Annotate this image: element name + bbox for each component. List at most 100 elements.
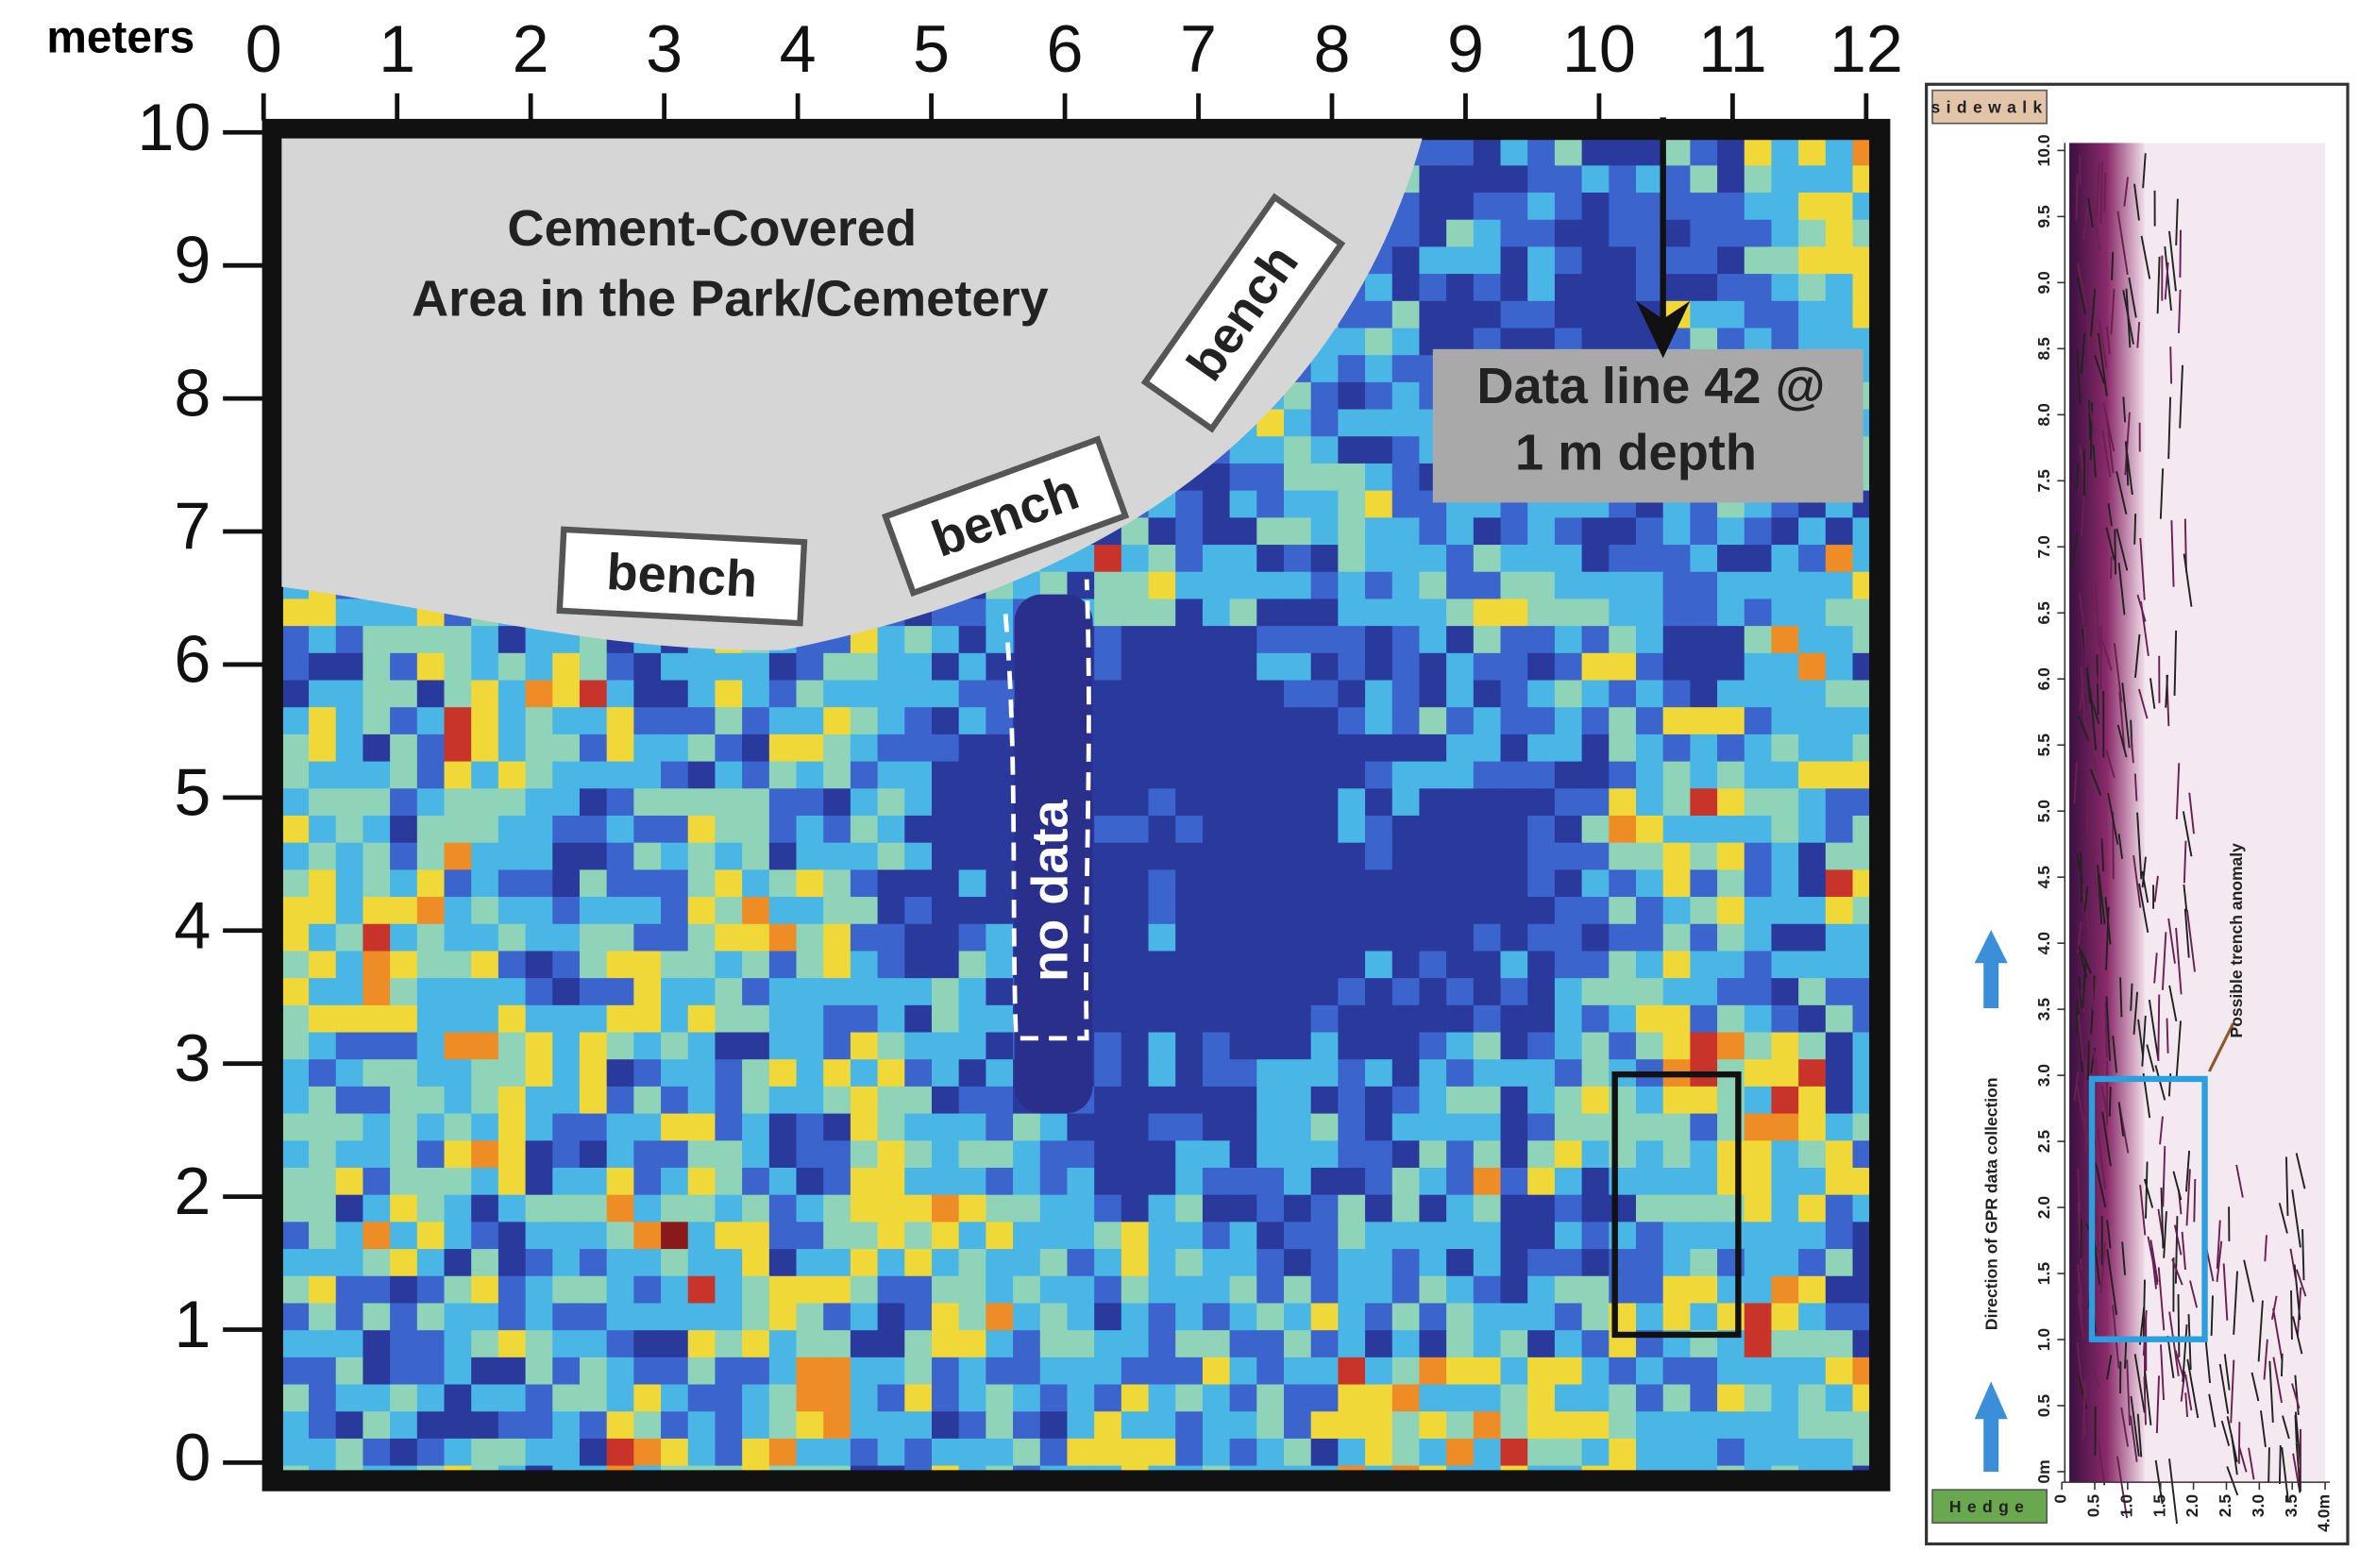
heat-cell (1771, 707, 1799, 735)
heat-cell (1798, 923, 1827, 953)
heat-cell (1825, 138, 1854, 167)
heat-cell (1310, 1167, 1340, 1196)
heat-cell (1229, 815, 1258, 844)
heat-cell (1609, 788, 1637, 817)
heat-cell (1121, 707, 1150, 735)
reflection (2082, 206, 2089, 241)
reflection (2292, 1453, 2301, 1493)
heat-cell (986, 869, 1014, 898)
heat-cell (742, 1357, 770, 1386)
heat-cell (1283, 869, 1312, 898)
heat-cell (525, 1004, 554, 1034)
heat-cell (606, 1275, 635, 1305)
heat-cell (1527, 1113, 1556, 1142)
heat-cell (823, 1222, 851, 1250)
heat-cell (471, 1222, 499, 1250)
target-box (1611, 1071, 1742, 1339)
heat-cell (1148, 1222, 1177, 1250)
heat-cell (1500, 652, 1529, 682)
heat-cell (931, 733, 960, 763)
heat-cell (281, 1411, 310, 1440)
heat-cell (1446, 733, 1475, 763)
heat-cell (1581, 842, 1610, 871)
heat-cell (661, 978, 689, 1006)
reflection (2281, 1446, 2290, 1503)
heat-cell (1067, 1194, 1095, 1223)
heat-cell (309, 815, 337, 844)
heat-cell (1662, 733, 1692, 763)
heat-cell (904, 652, 933, 682)
heat-cell (390, 1086, 418, 1115)
heat-cell (362, 1194, 391, 1223)
bench-box (1140, 193, 1346, 433)
heat-cell (1202, 1167, 1231, 1196)
heat-cell (1500, 1086, 1529, 1115)
heat-cell (281, 869, 310, 898)
heat-cell (1365, 490, 1393, 519)
heat-cell (823, 788, 851, 817)
reflection (2110, 288, 2116, 335)
heat-cell (497, 626, 527, 654)
heat-cell (552, 652, 581, 682)
heat-cell (1067, 571, 1095, 600)
heat-cell (1500, 733, 1529, 763)
heat-cell (1121, 761, 1150, 790)
heat-cell (1446, 1032, 1475, 1061)
heat-cell (796, 788, 825, 817)
heat-cell (1310, 1411, 1340, 1440)
heat-cell (1744, 545, 1773, 573)
heat-cell (1581, 219, 1610, 248)
heat-cell (1825, 815, 1854, 844)
heat-cell (1419, 1465, 1447, 1472)
heat-cell (687, 1465, 716, 1472)
heat-cell (1283, 761, 1312, 790)
heat-cell (390, 897, 418, 925)
heat-cell (1121, 1303, 1150, 1331)
heat-cell (1554, 300, 1583, 329)
heat-cell (742, 869, 770, 898)
reflection (2182, 811, 2193, 857)
heat-cell (281, 951, 310, 979)
reflection (2268, 1360, 2274, 1424)
heat-cell (687, 815, 716, 844)
heat-cell (850, 1032, 879, 1061)
heat-cell (1852, 1411, 1871, 1440)
heat-cell (1500, 1113, 1529, 1142)
heat-cell (1825, 1194, 1854, 1223)
heat-cell (1338, 815, 1366, 844)
heat-cell (471, 1303, 499, 1331)
heat-cell (309, 1384, 337, 1413)
heat-cell (796, 652, 825, 682)
heat-cell (1554, 1113, 1583, 1142)
heat-cell (1283, 1303, 1312, 1331)
heat-cell (1256, 842, 1285, 871)
heat-cell (1202, 1113, 1231, 1142)
heat-cell (1094, 1465, 1122, 1472)
heat-cell (1256, 1384, 1285, 1413)
heat-cell (1202, 1275, 1231, 1305)
x-tick-label: 0 (2051, 1494, 2070, 1504)
heat-cell (281, 1357, 310, 1386)
heat-cell (309, 680, 337, 709)
heat-cell (1473, 815, 1502, 844)
cement-area (281, 138, 1423, 650)
heat-cell (525, 842, 554, 871)
heat-cell (1690, 300, 1718, 329)
reflection (2089, 408, 2097, 436)
heat-cell (661, 680, 689, 709)
heat-cell (335, 1004, 364, 1034)
reflection (2175, 1020, 2182, 1079)
heat-cell (1798, 815, 1827, 844)
heat-cell (497, 1249, 527, 1277)
heat-cell (1473, 897, 1502, 925)
heat-cell (823, 1465, 851, 1472)
heat-cell (281, 1330, 310, 1358)
heat-cell (1175, 1465, 1204, 1472)
heat-cell (687, 1113, 716, 1142)
heat-cell (606, 1086, 635, 1115)
heat-cell (958, 733, 987, 763)
heat-cell (1500, 1411, 1529, 1440)
heat-cell (1662, 788, 1692, 817)
heat-cell (1500, 869, 1529, 898)
heat-cell (1283, 1465, 1312, 1472)
